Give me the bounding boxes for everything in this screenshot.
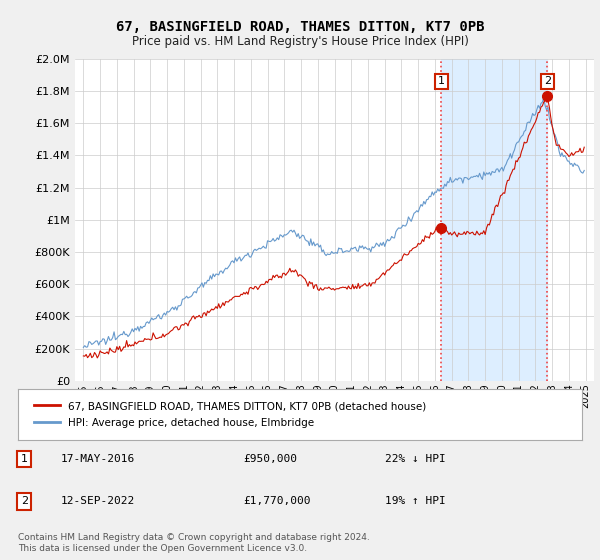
Text: 67, BASINGFIELD ROAD, THAMES DITTON, KT7 0PB: 67, BASINGFIELD ROAD, THAMES DITTON, KT7… xyxy=(116,20,484,34)
Text: £1,770,000: £1,770,000 xyxy=(244,496,311,506)
Text: 22% ↓ HPI: 22% ↓ HPI xyxy=(385,454,445,464)
Text: 12-SEP-2022: 12-SEP-2022 xyxy=(60,496,134,506)
Text: 2: 2 xyxy=(544,76,551,86)
Text: Price paid vs. HM Land Registry's House Price Index (HPI): Price paid vs. HM Land Registry's House … xyxy=(131,35,469,48)
Text: 1: 1 xyxy=(21,454,28,464)
Legend: 67, BASINGFIELD ROAD, THAMES DITTON, KT7 0PB (detached house), HPI: Average pric: 67, BASINGFIELD ROAD, THAMES DITTON, KT7… xyxy=(29,396,432,433)
Text: Contains HM Land Registry data © Crown copyright and database right 2024.
This d: Contains HM Land Registry data © Crown c… xyxy=(18,533,370,553)
Text: 2: 2 xyxy=(21,496,28,506)
Bar xyxy=(442,59,547,381)
Text: 1: 1 xyxy=(438,76,445,86)
Text: 17-MAY-2016: 17-MAY-2016 xyxy=(60,454,134,464)
Text: £950,000: £950,000 xyxy=(244,454,298,464)
Text: 19% ↑ HPI: 19% ↑ HPI xyxy=(385,496,445,506)
